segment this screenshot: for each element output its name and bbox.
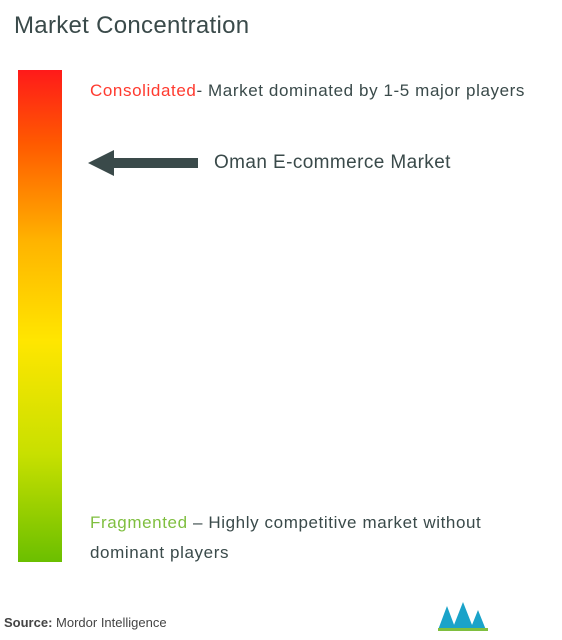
source-label: Source: [4, 615, 52, 630]
consolidated-desc: - Market dominated by 1-5 major players [196, 81, 525, 100]
consolidated-label-block: Consolidated- Market dominated by 1-5 ma… [90, 76, 542, 106]
consolidated-label: Consolidated [90, 81, 196, 100]
chart-title: Market Concentration [14, 12, 249, 40]
concentration-gradient-bar [18, 70, 62, 562]
source-line: Source: Mordor Intelligence [4, 615, 167, 630]
arrow-shape [88, 150, 198, 176]
mordor-logo-icon [438, 602, 492, 632]
pointer-market-label: Oman E-commerce Market [214, 148, 451, 178]
fragmented-label-block: Fragmented – Highly competitive market w… [90, 508, 542, 568]
pointer-arrow-icon [88, 148, 198, 178]
source-value: Mordor Intelligence [56, 615, 167, 630]
fragmented-label: Fragmented [90, 513, 188, 532]
